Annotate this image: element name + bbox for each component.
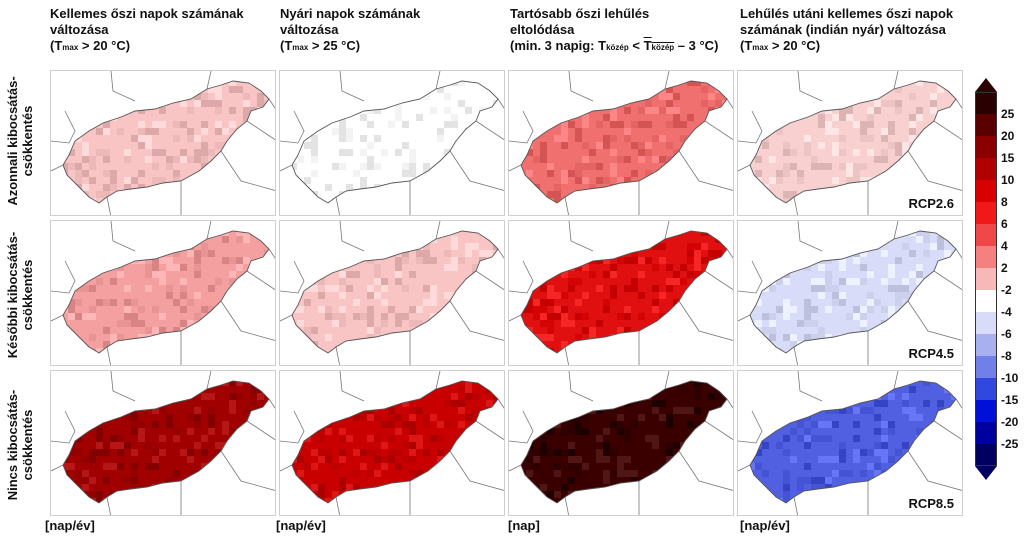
legend-tick-label: -10 bbox=[1001, 371, 1019, 385]
legend-swatch bbox=[975, 444, 997, 466]
legend-swatch bbox=[975, 400, 997, 422]
map-panel-r3-c3 bbox=[508, 370, 734, 516]
title-formula-3: (min. 3 napig: Tközép < Tközép – 3 °C) bbox=[510, 38, 719, 53]
map-panel-r1-c3 bbox=[508, 70, 734, 216]
unit-label-4: [nap/év] bbox=[740, 518, 790, 533]
legend-tick-label: 20 bbox=[1001, 129, 1015, 143]
legend-tick-label: 2 bbox=[1001, 261, 1008, 275]
legend-tick-label: 15 bbox=[1001, 151, 1015, 165]
scenario-label: RCP8.5 bbox=[906, 496, 956, 511]
legend-tick-label: -25 bbox=[1001, 437, 1019, 451]
unit-label-1: [nap/év] bbox=[45, 518, 95, 533]
legend-swatch bbox=[975, 290, 997, 312]
map-panel-r2-c1 bbox=[50, 220, 276, 366]
legend-tick-label: 4 bbox=[1001, 239, 1008, 253]
legend-swatch bbox=[975, 356, 997, 378]
legend-swatch bbox=[975, 92, 997, 114]
legend-tick-label: -8 bbox=[1001, 349, 1012, 363]
legend-tick-label: 25 bbox=[1001, 107, 1015, 121]
unit-label-2: [nap/év] bbox=[276, 518, 326, 533]
legend-swatch bbox=[975, 312, 997, 334]
row-label-1: Azonnali kibocsátás-csökkentés bbox=[5, 76, 35, 206]
scenario-label: RCP2.6 bbox=[906, 196, 956, 211]
title-formula-1: (Tmax > 20 °C) bbox=[50, 38, 131, 53]
scenario-label: RCP4.5 bbox=[906, 346, 956, 361]
legend-arrow-top bbox=[975, 78, 997, 92]
unit-label-3: [nap] bbox=[508, 518, 540, 533]
column-title-4: Lehűlés utáni kellemes őszi napok számána… bbox=[740, 6, 965, 56]
row-label-2: Későbbi kibocsátás-csökkentés bbox=[5, 231, 35, 359]
legend-swatch bbox=[975, 114, 997, 136]
map-panel-r3-c1 bbox=[50, 370, 276, 516]
legend-tick-label: -2 bbox=[1001, 283, 1012, 297]
legend-swatch bbox=[975, 334, 997, 356]
row-label-3: Nincs kibocsátás-csökkentés bbox=[5, 389, 35, 501]
legend-swatch bbox=[975, 224, 997, 246]
legend-swatch bbox=[975, 378, 997, 400]
legend-arrow-bottom bbox=[975, 466, 997, 480]
column-title-1: Kellemes őszi napok számának változása (Tm… bbox=[50, 6, 275, 56]
map-panel-r2-c4: RCP4.5 bbox=[737, 220, 963, 366]
legend-swatch bbox=[975, 180, 997, 202]
title-formula-4: (Tmax > 20 °C) bbox=[740, 38, 821, 53]
legend-swatch bbox=[975, 158, 997, 180]
column-title-2: Nyári napok számának változása (Tmax > 25 … bbox=[280, 6, 505, 56]
legend-tick-label: 8 bbox=[1001, 195, 1008, 209]
legend-swatch bbox=[975, 246, 997, 268]
legend-swatch bbox=[975, 268, 997, 290]
legend-swatch bbox=[975, 422, 997, 444]
title-formula-2: (Tmax > 25 °C) bbox=[280, 38, 361, 53]
map-panel-r1-c4: RCP2.6 bbox=[737, 70, 963, 216]
map-panel-r2-c3 bbox=[508, 220, 734, 366]
legend-tick-label: 10 bbox=[1001, 173, 1015, 187]
legend-swatch bbox=[975, 202, 997, 224]
color-legend: 25 20 15 10 8 6 4 2 -2 -4 -6 -8 -10 -15 -20 -25 bbox=[966, 78, 1024, 494]
map-panel-r1-c1 bbox=[50, 70, 276, 216]
column-title-3: Tartósabb őszi lehűlés eltolódása (min. 3 … bbox=[510, 6, 735, 56]
legend-tick-label: -15 bbox=[1001, 393, 1019, 407]
legend-swatch bbox=[975, 136, 997, 158]
map-panel-r1-c2 bbox=[279, 70, 505, 216]
legend-tick-label: -4 bbox=[1001, 305, 1012, 319]
map-panel-r3-c2 bbox=[279, 370, 505, 516]
legend-tick-label: 6 bbox=[1001, 217, 1008, 231]
legend-tick-label: -20 bbox=[1001, 415, 1019, 429]
map-panel-r3-c4: RCP8.5 bbox=[737, 370, 963, 516]
legend-tick-label: -6 bbox=[1001, 327, 1012, 341]
map-panel-r2-c2 bbox=[279, 220, 505, 366]
